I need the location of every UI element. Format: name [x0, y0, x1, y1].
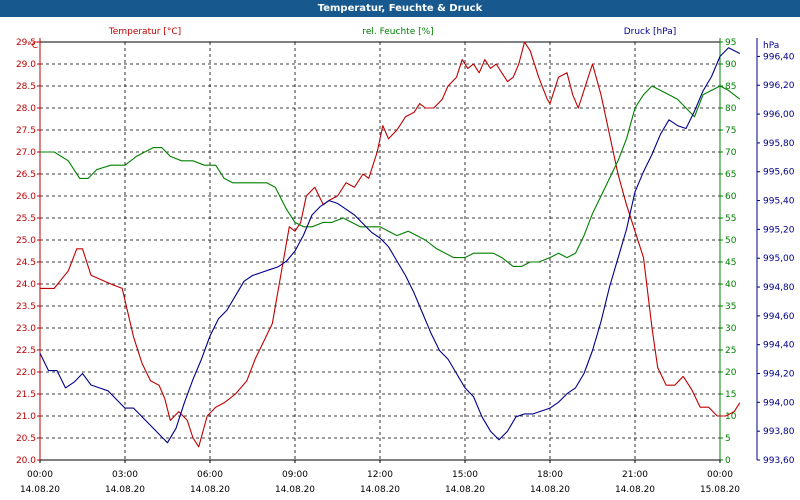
temperature-tick-label: 27.5 [16, 126, 36, 136]
humidity-tick-label: 70 [725, 148, 737, 158]
pressure-tick-label: 995,60 [763, 168, 795, 178]
x-tick-date-label: 14.08.20 [530, 485, 570, 495]
humidity-tick-label: 95 [725, 38, 736, 48]
x-tick-date-label: 14.08.20 [615, 485, 655, 495]
pressure-tick-label: 994,80 [763, 283, 795, 293]
pressure-tick-label: 995,40 [763, 197, 795, 207]
temperature-tick-label: 22.5 [16, 346, 36, 356]
humidity-tick-label: 30 [725, 324, 737, 334]
temperature-axis-title: Temperatur [°C] [108, 27, 181, 37]
pressure-tick-label: 995,80 [763, 139, 795, 149]
pressure-tick-label: 993,80 [763, 427, 795, 437]
pressure-tick-label: 994,00 [763, 398, 795, 408]
humidity-tick-label: 85 [725, 82, 736, 92]
temperature-tick-label: 26.5 [16, 170, 36, 180]
humidity-tick-label: 40 [725, 280, 737, 290]
pressure-tick-label: 995,20 [763, 225, 795, 235]
temperature-tick-label: 26.0 [16, 192, 36, 202]
temperature-tick-label: 24.5 [16, 258, 36, 268]
humidity-tick-label: 20 [725, 368, 737, 378]
x-tick-date-label: 14.08.20 [190, 485, 230, 495]
temperature-tick-label: 23.5 [16, 302, 36, 312]
temperature-series-line [40, 41, 741, 448]
x-tick-date-label: 15.08.20 [700, 485, 740, 495]
pressure-series-line [39, 47, 741, 444]
humidity-axis-title: rel. Feuchte [%] [362, 27, 433, 37]
pressure-tick-label: 995,00 [763, 254, 795, 264]
pressure-unit-label: hPa [763, 41, 779, 51]
temperature-tick-label: 27.0 [16, 148, 36, 158]
temperature-tick-label: 20.5 [16, 434, 36, 444]
x-tick-date-label: 14.08.20 [20, 485, 60, 495]
x-tick-time-label: 09:00 [282, 470, 308, 480]
temperature-tick-label: 25.0 [16, 236, 36, 246]
x-tick-time-label: 03:00 [112, 470, 138, 480]
pressure-tick-label: 996,20 [763, 81, 795, 91]
humidity-tick-label: 55 [725, 214, 736, 224]
temperature-tick-label: 22.0 [16, 368, 36, 378]
x-tick-time-label: 00:00 [27, 470, 53, 480]
humidity-series-line [40, 85, 741, 267]
x-tick-time-label: 06:00 [197, 470, 223, 480]
temperature-unit-label: °C [27, 41, 38, 51]
pressure-tick-label: 994,60 [763, 312, 795, 322]
temperature-tick-label: 24.0 [16, 280, 36, 290]
pressure-tick-label: 994,40 [763, 341, 795, 351]
humidity-tick-label: 65 [725, 170, 736, 180]
humidity-tick-label: 15 [725, 390, 736, 400]
temperature-tick-label: 29.0 [16, 60, 36, 70]
pressure-tick-label: 993,60 [763, 456, 795, 466]
x-tick-time-label: 15:00 [452, 470, 478, 480]
chart-title: Temperatur, Feuchte & Druck [0, 0, 800, 17]
temperature-tick-label: 21.0 [16, 412, 36, 422]
humidity-tick-label: 45 [725, 258, 736, 268]
temperature-tick-label: 28.0 [16, 104, 36, 114]
temperature-tick-label: 21.5 [16, 390, 36, 400]
temperature-tick-label: 23.0 [16, 324, 36, 334]
pressure-tick-label: 994,20 [763, 370, 795, 380]
temperature-tick-label: 25.5 [16, 214, 36, 224]
humidity-tick-label: 50 [725, 236, 737, 246]
x-tick-date-label: 14.08.20 [275, 485, 315, 495]
x-tick-date-label: 14.08.20 [360, 485, 400, 495]
x-tick-time-label: 18:00 [537, 470, 563, 480]
humidity-tick-label: 0 [725, 456, 731, 466]
humidity-tick-label: 25 [725, 346, 736, 356]
temperature-tick-label: 20.0 [16, 456, 36, 466]
x-tick-date-label: 14.08.20 [105, 485, 145, 495]
x-tick-date-label: 14.08.20 [445, 485, 485, 495]
humidity-tick-label: 80 [725, 104, 737, 114]
x-tick-time-label: 21:00 [622, 470, 648, 480]
humidity-tick-label: 35 [725, 302, 736, 312]
x-tick-time-label: 12:00 [367, 470, 393, 480]
temperature-tick-label: 29.5 [16, 38, 36, 48]
x-tick-time-label: 00:00 [707, 470, 733, 480]
humidity-tick-label: 60 [725, 192, 737, 202]
humidity-tick-label: 90 [725, 60, 737, 70]
pressure-tick-label: 996,00 [763, 110, 795, 120]
humidity-tick-label: 5 [725, 434, 731, 444]
temperature-tick-label: 28.5 [16, 82, 36, 92]
humidity-tick-label: 10 [725, 412, 737, 422]
pressure-axis-title: Druck [hPa] [624, 27, 677, 37]
humidity-tick-label: 75 [725, 126, 736, 136]
pressure-tick-label: 996,40 [763, 52, 795, 62]
